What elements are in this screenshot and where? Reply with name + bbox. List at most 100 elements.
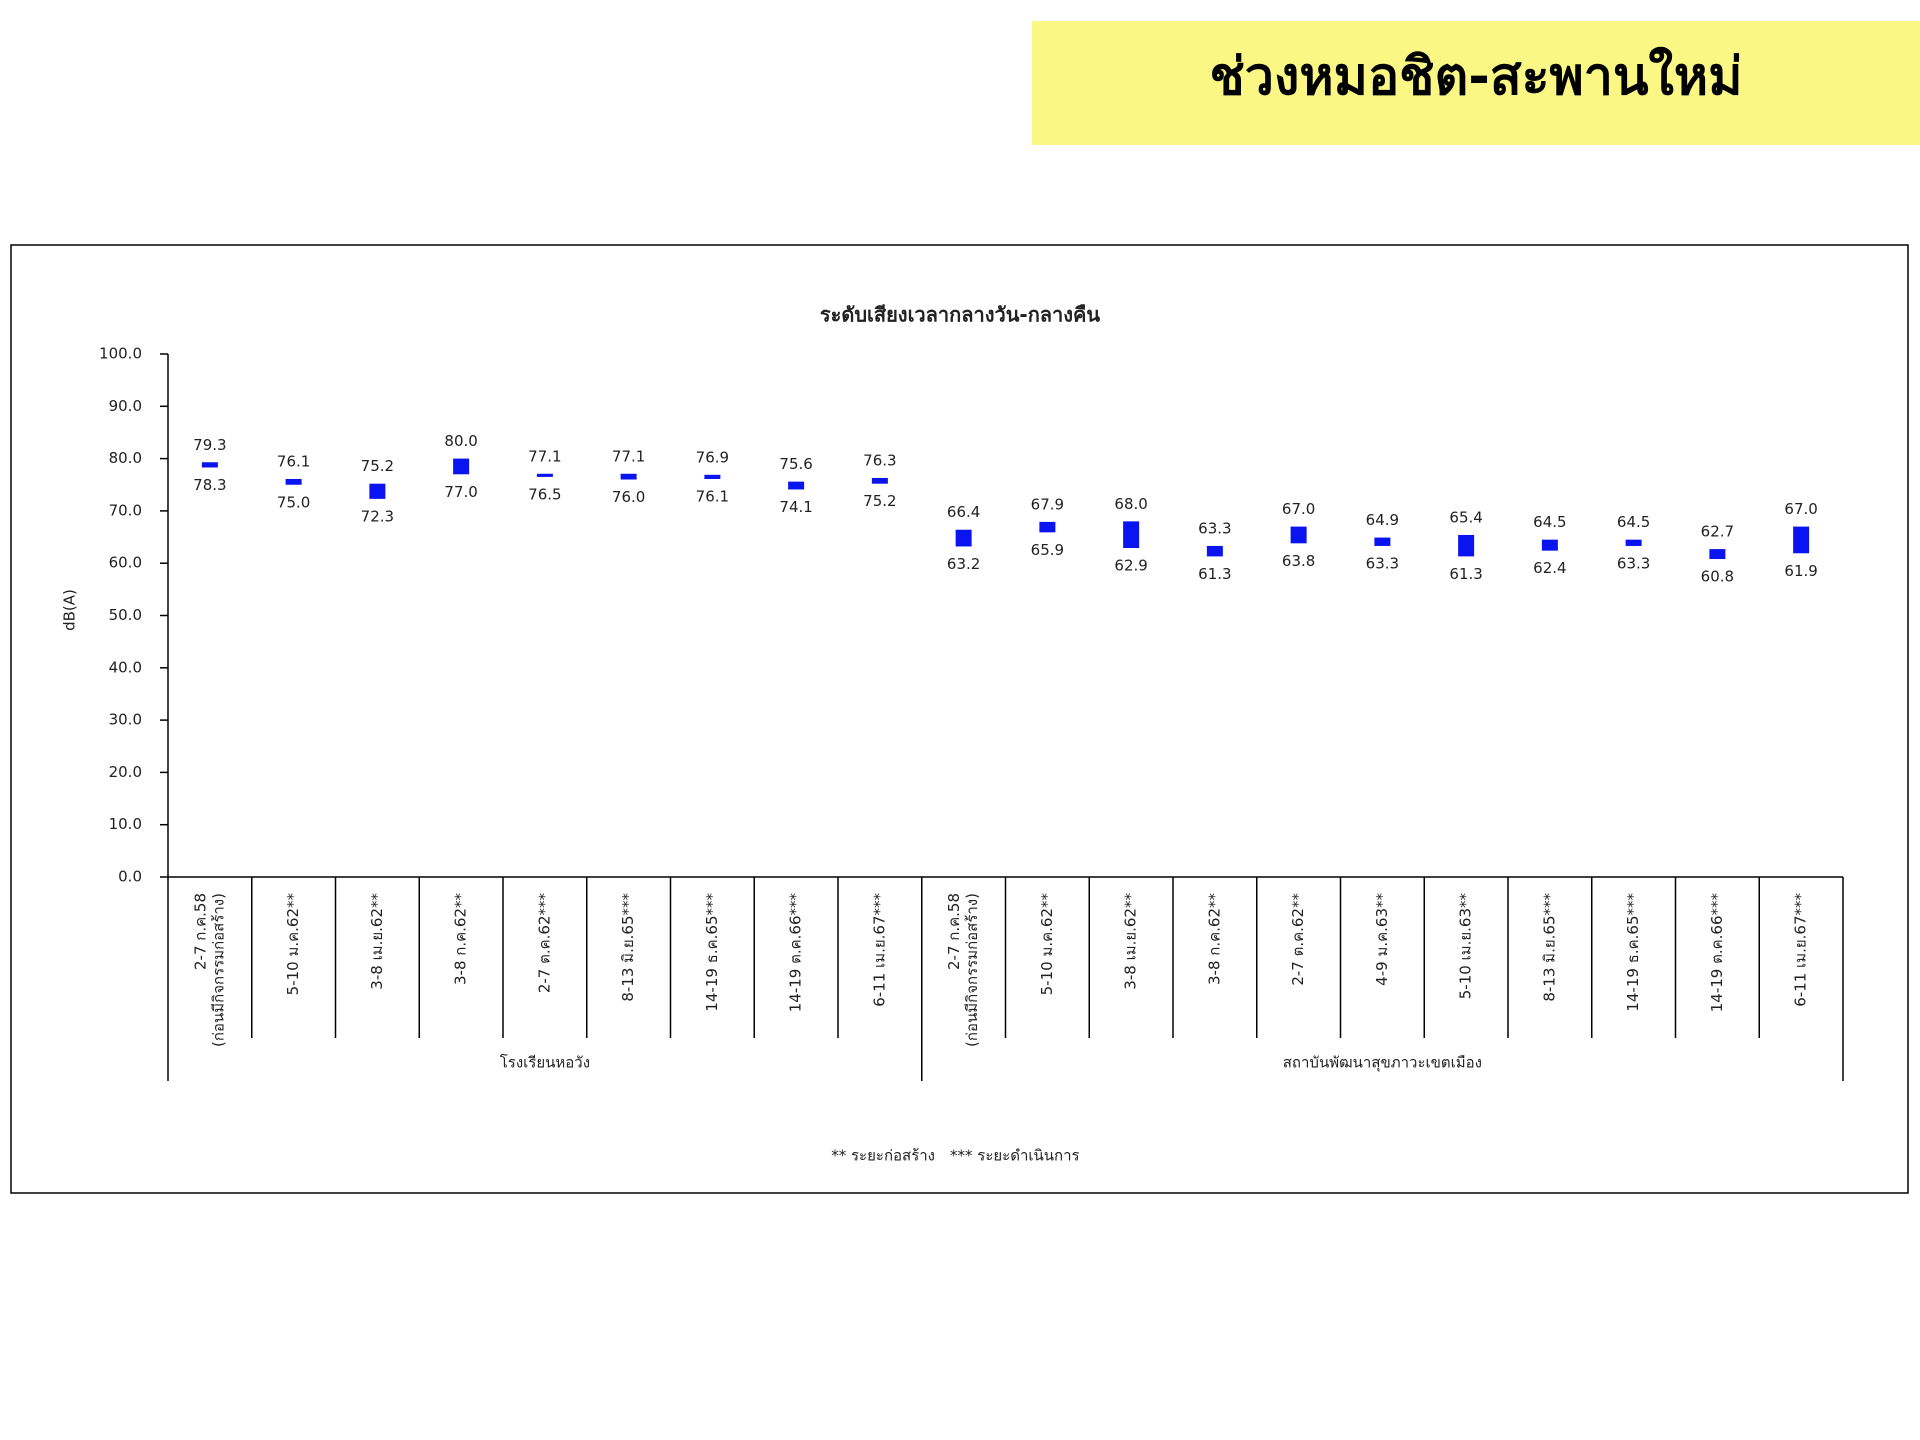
- data-label: 63.3: [1366, 554, 1399, 572]
- y-tick-label: 40.0: [109, 658, 142, 676]
- range-bar: [1290, 526, 1307, 544]
- x-tick-label: 6-11 เม.ย.67***: [870, 893, 888, 1007]
- x-tick-label: 14-19 ต.ค.66***: [787, 893, 805, 1013]
- x-tick-label: (ก่อนมีกิจกรรมก่อสร้าง): [209, 893, 227, 1047]
- data-label: 60.8: [1701, 568, 1734, 586]
- title-box: [1032, 21, 1920, 145]
- range-bar: [1793, 526, 1810, 554]
- x-tick-label: 3-8 เม.ย.62**: [368, 893, 386, 990]
- data-label: 64.5: [1533, 513, 1566, 531]
- range-bar: [1039, 521, 1056, 533]
- data-label: 61.3: [1198, 565, 1231, 583]
- y-tick-label: 100.0: [99, 345, 142, 363]
- note: ** ระยะก่อสร้าง: [831, 1147, 935, 1165]
- x-tick-label: 5-10 ม.ค.62**: [284, 893, 302, 996]
- data-label: 80.0: [444, 432, 477, 450]
- data-label: 78.3: [193, 476, 226, 494]
- range-bar: [285, 478, 302, 485]
- data-label: 75.6: [779, 455, 812, 473]
- data-label: 76.3: [863, 451, 896, 469]
- data-label: 76.5: [528, 485, 561, 503]
- data-label: 66.4: [947, 503, 980, 521]
- range-bar: [201, 462, 218, 468]
- x-tick-label: 2-7 ก.ค.58: [945, 893, 963, 970]
- x-tick-label: 2-7 ต.ค.62**: [1289, 893, 1307, 986]
- y-tick-label: 80.0: [109, 449, 142, 467]
- chart-title: ระดับเสียงเวลากลางวัน-กลางคืน: [820, 303, 1101, 327]
- range-bar: [704, 474, 721, 479]
- y-tick-label: 70.0: [109, 501, 142, 519]
- data-label: 77.1: [612, 447, 645, 465]
- data-label: 77.1: [528, 447, 561, 465]
- x-tick-label: 2-7 ก.ค.58: [191, 893, 209, 970]
- x-tick-label: 14-19 ธ.ค.65***: [703, 893, 721, 1012]
- x-tick-label: 3-8 ก.ค.62**: [452, 893, 470, 986]
- data-label: 67.9: [1031, 495, 1064, 513]
- data-label: 65.4: [1449, 508, 1482, 526]
- data-label: 72.3: [361, 507, 394, 525]
- data-label: 75.2: [361, 457, 394, 475]
- range-bar: [1541, 539, 1558, 551]
- y-tick-label: 0.0: [118, 868, 142, 886]
- y-tick-label: 20.0: [109, 763, 142, 781]
- data-label: 76.1: [277, 452, 310, 470]
- x-tick-label: 3-8 ก.ค.62**: [1205, 893, 1223, 986]
- x-tick-label: 14-19 ธ.ค.65***: [1624, 893, 1642, 1012]
- data-label: 75.0: [277, 493, 310, 511]
- data-label: 67.0: [1784, 500, 1817, 518]
- range-bar: [1458, 534, 1475, 557]
- x-tick-label: 5-10 ม.ค.62**: [1038, 893, 1056, 996]
- y-tick-label: 30.0: [109, 711, 142, 729]
- x-tick-label: (ก่อนมีกิจกรรมก่อสร้าง): [963, 893, 981, 1047]
- data-label: 76.1: [696, 487, 729, 505]
- range-bar: [453, 458, 470, 475]
- x-tick-label: 6-11 เม.ย.67***: [1792, 893, 1810, 1007]
- note: *** ระยะดำเนินการ: [950, 1147, 1080, 1165]
- x-tick-label: 4-9 ม.ค.63**: [1373, 893, 1391, 986]
- data-label: 62.9: [1114, 557, 1147, 575]
- data-label: 74.1: [779, 498, 812, 516]
- data-label: 77.0: [444, 483, 477, 501]
- data-label: 76.9: [696, 448, 729, 466]
- x-tick-label: 2-7 ต.ค.62***: [535, 893, 553, 994]
- x-tick-label: 8-13 มิ.ย.65***: [619, 893, 637, 1002]
- data-label: 63.3: [1617, 554, 1650, 572]
- data-label: 75.2: [863, 492, 896, 510]
- range-bar: [871, 477, 888, 484]
- y-axis-label: dB(A): [61, 589, 79, 631]
- data-label: 62.4: [1533, 559, 1566, 577]
- group-label: สถาบันพัฒนาสุขภาวะเขตเมือง: [1283, 1054, 1482, 1073]
- x-tick-label: 5-10 เม.ย.63**: [1457, 893, 1475, 1000]
- data-label: 68.0: [1114, 495, 1147, 513]
- x-tick-label: 8-13 มิ.ย.65***: [1540, 893, 1558, 1002]
- page-title: ช่วงหมอชิต-สะพานใหม่: [1210, 46, 1743, 107]
- data-label: 63.3: [1198, 519, 1231, 537]
- x-tick-label: 3-8 เม.ย.62**: [1122, 893, 1140, 990]
- y-tick-label: 90.0: [109, 397, 142, 415]
- data-label: 62.7: [1701, 523, 1734, 541]
- data-label: 64.9: [1366, 511, 1399, 529]
- range-bar: [1206, 545, 1223, 557]
- chart-frame: [10, 244, 1909, 1194]
- y-tick-label: 10.0: [109, 815, 142, 833]
- data-label: 65.9: [1031, 541, 1064, 559]
- data-label: 61.3: [1449, 565, 1482, 583]
- group-label: โรงเรียนหอวัง: [500, 1054, 590, 1072]
- data-label: 67.0: [1282, 500, 1315, 518]
- data-label: 61.9: [1784, 562, 1817, 580]
- range-bar: [1625, 539, 1642, 546]
- range-bar: [1709, 549, 1726, 560]
- y-tick-label: 60.0: [109, 554, 142, 572]
- y-tick-label: 50.0: [109, 606, 142, 624]
- range-bar: [1374, 537, 1391, 546]
- data-label: 63.8: [1282, 552, 1315, 570]
- range-bar: [369, 483, 386, 499]
- range-bar: [788, 481, 805, 490]
- data-label: 64.5: [1617, 513, 1650, 531]
- data-label: 63.2: [947, 555, 980, 573]
- range-bar: [955, 529, 972, 547]
- range-bar: [536, 473, 553, 477]
- data-label: 76.0: [612, 488, 645, 506]
- range-bar: [1123, 521, 1140, 549]
